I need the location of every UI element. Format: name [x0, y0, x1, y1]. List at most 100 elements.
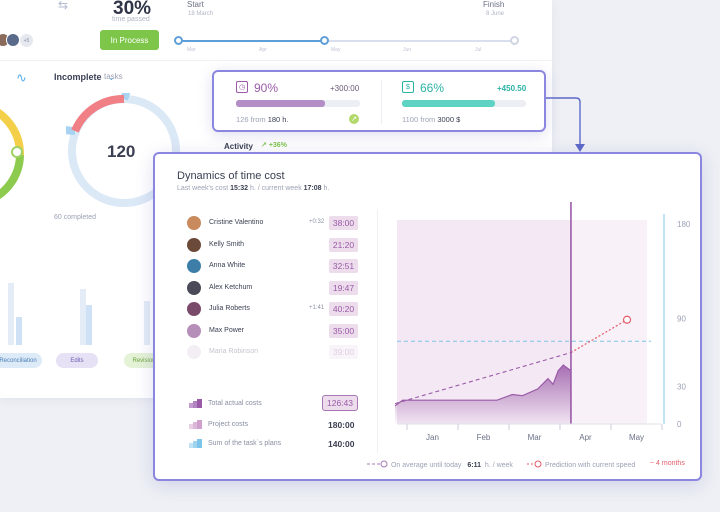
person-row[interactable]: Alex Ketchum 19:47	[187, 280, 359, 297]
start-label: Start	[187, 0, 204, 9]
background-bars	[8, 283, 150, 345]
tasks-completed: 60 completed	[54, 214, 97, 221]
prediction-line-icon	[527, 460, 542, 468]
prediction-label: Prediction with current speed	[544, 462, 636, 469]
last-week-cost: 15:32	[230, 185, 248, 192]
connector-arrow	[546, 97, 585, 152]
stage-pill[interactable]: Reconciliation	[0, 353, 42, 368]
time-passed-caption: time passed	[112, 16, 150, 23]
person-time: 21:20	[329, 237, 358, 252]
timeline-progress	[178, 40, 325, 42]
link-icon[interactable]: ⇆	[58, 0, 69, 12]
x-tick-label: Feb	[477, 433, 491, 442]
person-time: 35:00	[329, 323, 358, 338]
time-percent: 90%	[254, 81, 279, 95]
divider	[377, 209, 378, 453]
prediction-point	[622, 315, 632, 324]
x-tick-label: Apr	[579, 433, 592, 442]
person-row[interactable]: Max Power 35:00	[187, 323, 359, 340]
actual-costs-icon	[189, 399, 202, 408]
time-total: 180 h.	[267, 115, 289, 124]
card-title: Dynamics of time cost	[177, 170, 285, 182]
activity-delta-value: +36%	[268, 142, 287, 149]
average-unit: h. / week	[484, 462, 513, 469]
avatar	[187, 259, 201, 273]
budget-stats-card: ◷ 90% +300:00 126 from 180 h. ↗ $ 66% +4…	[212, 70, 546, 132]
total-label: Project costs	[208, 421, 249, 428]
trend-up-icon[interactable]: ↗	[349, 114, 359, 124]
status-button[interactable]: In Process	[100, 30, 159, 50]
person-name: Alex Ketchum	[209, 283, 253, 291]
subtitle-mid: h. / current week	[249, 185, 302, 192]
person-row[interactable]: Julia Roberts +1:41 40:20	[187, 302, 359, 318]
avatar	[187, 280, 201, 295]
actual-cost-area	[395, 365, 571, 424]
person-row[interactable]: Cristine Valentino +0:32 38:00	[187, 216, 359, 232]
divider	[381, 80, 382, 124]
budget-total: 3000 $	[437, 115, 461, 124]
y-tick-label: 30	[677, 383, 686, 392]
subtitle-suffix: h.	[323, 185, 330, 192]
timeline-label: Mar	[187, 47, 196, 53]
card-subtitle: Last week's cost 15:32 h. / current week…	[177, 185, 329, 192]
person-row[interactable]: Maria Robinson 39:00	[187, 345, 359, 361]
person-row[interactable]: Kelly Smith 21:20	[187, 237, 359, 254]
person-time: 39:00	[329, 345, 358, 359]
person-overtime: +0:32	[309, 219, 325, 225]
divider	[0, 60, 552, 61]
average-line	[394, 352, 572, 405]
time-cost-card: Dynamics of time cost Last week's cost 1…	[153, 152, 702, 481]
avatar[interactable]	[6, 33, 20, 47]
dollar-icon: $	[402, 81, 414, 93]
prediction-legend: Prediction with current speed	[527, 460, 635, 469]
person-name: Kelly Smith	[209, 240, 245, 248]
time-note: 126 from 180 h.	[236, 115, 289, 124]
budget-from: from	[420, 115, 436, 124]
person-row[interactable]: Anna White 32:51	[187, 259, 359, 275]
actual-cost-line	[394, 364, 572, 407]
more-avatars-badge[interactable]: +5	[20, 34, 33, 47]
tasks-total: 120	[107, 142, 136, 161]
x-tick-label: Mar	[528, 433, 542, 442]
time-progress-fill	[236, 100, 326, 107]
y-tick-label: 90	[677, 315, 686, 324]
timeline-start-dot	[174, 36, 183, 45]
time-used: 126	[236, 115, 249, 124]
stage-pill[interactable]: Edits	[56, 353, 98, 368]
person-name: Max Power	[209, 326, 245, 334]
person-time: 19:47	[329, 280, 358, 295]
total-label: Sum of the task`s plans	[208, 440, 282, 447]
timeline-label: Jun	[403, 47, 412, 53]
task-filter-select[interactable]: Incomplete ⌄	[54, 72, 115, 82]
person-name: Julia Roberts	[209, 305, 250, 312]
avatar	[187, 323, 201, 338]
task-unit-label: tasks	[104, 72, 123, 81]
budget-progress-bar	[402, 100, 526, 107]
project-header: ⇆ 30% time passed In Process +5 Start 18…	[0, 0, 552, 60]
budget-note: 1100 from 3000 $	[402, 115, 460, 124]
tasks-donut	[66, 93, 180, 207]
future-band	[570, 220, 647, 424]
person-time: 40:20	[329, 302, 358, 316]
time-progress-bar	[236, 100, 360, 107]
activity-pulse-icon: ∿	[16, 70, 27, 85]
timeline-current-dot[interactable]	[320, 36, 329, 45]
x-tick-label: May	[629, 433, 644, 442]
y-tick-label: 0	[677, 420, 682, 429]
arrow-up-icon: ↗	[261, 142, 267, 149]
total-label: Total actual costs	[208, 400, 262, 407]
budget-percent: 66%	[420, 81, 445, 95]
project-costs-icon	[189, 420, 202, 429]
person-overtime: +1:41	[309, 305, 325, 311]
prediction-line	[570, 319, 628, 354]
avatar	[187, 302, 201, 316]
budget-used: 1100	[402, 115, 419, 124]
timeline-label: May	[331, 47, 341, 53]
prediction-value: ~ 4 months	[650, 460, 685, 467]
time-passed-percent: 30%	[113, 0, 152, 19]
person-name: Maria Robinson	[209, 348, 259, 355]
task-filter-value: Incomplete	[54, 72, 102, 82]
person-name: Anna White	[209, 262, 246, 269]
subtitle-prefix: Last week's cost	[177, 185, 229, 192]
person-time: 32:51	[329, 259, 358, 273]
